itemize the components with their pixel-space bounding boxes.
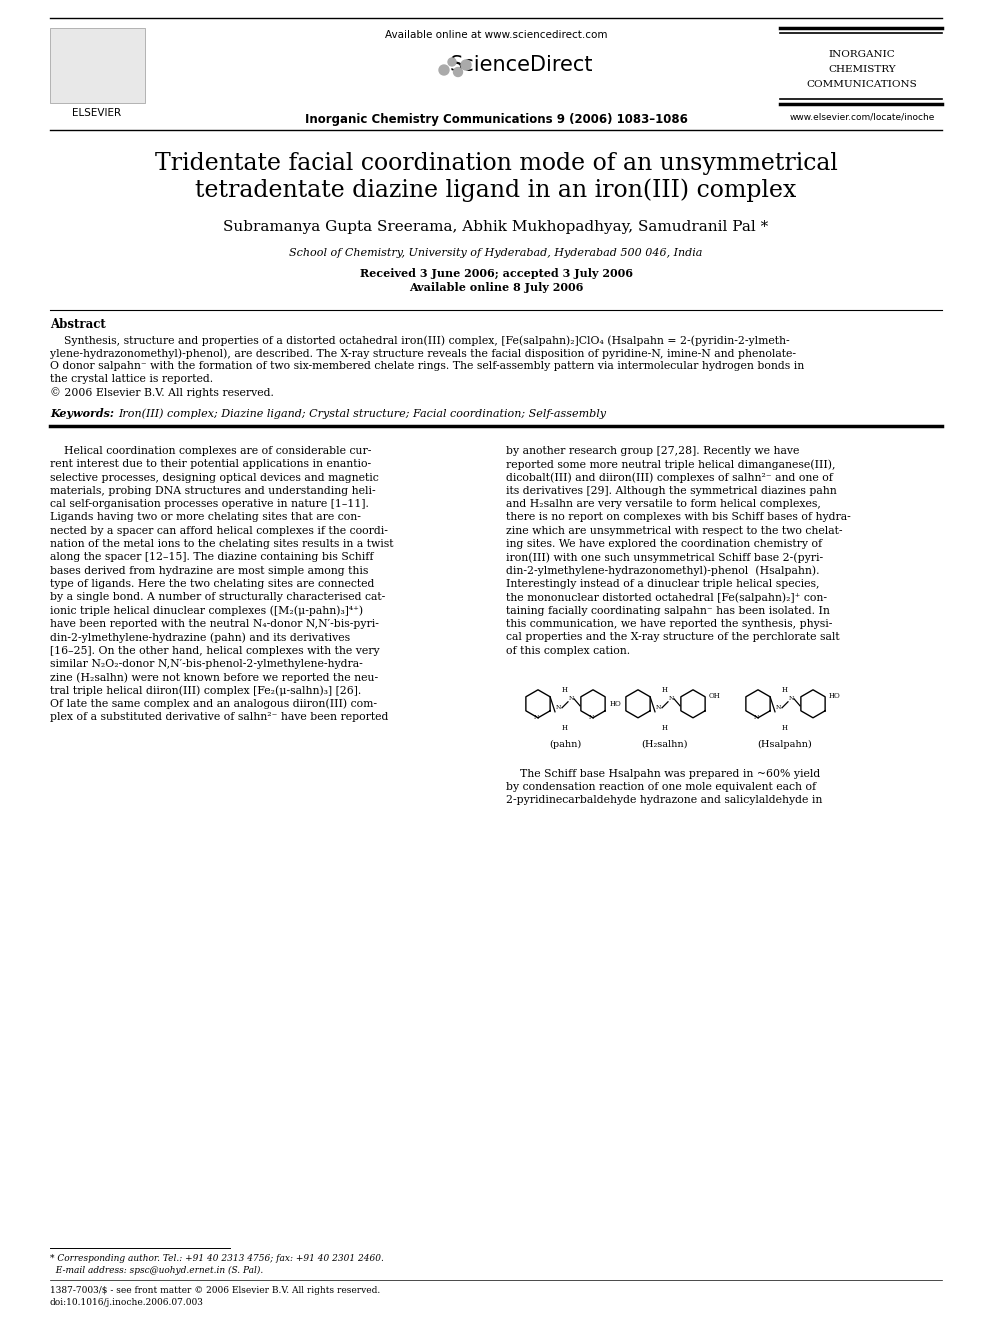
Text: by condensation reaction of one mole equivalent each of: by condensation reaction of one mole equ… <box>506 782 816 792</box>
Text: by a single bond. A number of structurally characterised cat-: by a single bond. A number of structural… <box>50 593 385 602</box>
Text: there is no report on complexes with bis Schiff bases of hydra-: there is no report on complexes with bis… <box>506 512 851 523</box>
Text: zine which are unsymmetrical with respect to the two chelat-: zine which are unsymmetrical with respec… <box>506 525 842 536</box>
Text: cal self-organisation processes operative in nature [1–11].: cal self-organisation processes operativ… <box>50 499 369 509</box>
Text: dicobalt(III) and diiron(III) complexes of salhn²⁻ and one of: dicobalt(III) and diiron(III) complexes … <box>506 472 833 483</box>
Text: Received 3 June 2006; accepted 3 July 2006: Received 3 June 2006; accepted 3 July 20… <box>359 269 633 279</box>
Text: and H₂salhn are very versatile to form helical complexes,: and H₂salhn are very versatile to form h… <box>506 499 820 509</box>
Text: Interestingly instead of a dinuclear triple helical species,: Interestingly instead of a dinuclear tri… <box>506 579 819 589</box>
Text: along the spacer [12–15]. The diazine containing bis Schiff: along the spacer [12–15]. The diazine co… <box>50 553 374 562</box>
Text: H: H <box>662 724 668 732</box>
Text: H: H <box>562 724 568 732</box>
Text: tral triple helical diiron(III) complex [Fe₂(μ-salhn)₃] [26].: tral triple helical diiron(III) complex … <box>50 685 361 696</box>
Text: Abstract: Abstract <box>50 318 106 331</box>
Text: have been reported with the neutral N₄-donor N,N′-bis-pyri-: have been reported with the neutral N₄-d… <box>50 619 379 628</box>
Circle shape <box>439 65 449 75</box>
Text: ELSEVIER: ELSEVIER <box>72 108 122 118</box>
Text: cal properties and the X-ray structure of the perchlorate salt: cal properties and the X-ray structure o… <box>506 632 839 642</box>
Text: O donor salpahn⁻ with the formation of two six-membered chelate rings. The self-: O donor salpahn⁻ with the formation of t… <box>50 361 805 370</box>
Text: din-2-ylmethylene-hydrazine (pahn) and its derivatives: din-2-ylmethylene-hydrazine (pahn) and i… <box>50 632 350 643</box>
Text: similar N₂O₂-donor N,N′-bis-phenol-2-ylmethylene-hydra-: similar N₂O₂-donor N,N′-bis-phenol-2-ylm… <box>50 659 363 669</box>
Text: Available online at www.sciencedirect.com: Available online at www.sciencedirect.co… <box>385 30 607 40</box>
Text: ScienceDirect: ScienceDirect <box>450 56 593 75</box>
Text: type of ligands. Here the two chelating sites are connected: type of ligands. Here the two chelating … <box>50 579 374 589</box>
Circle shape <box>453 67 462 77</box>
Text: School of Chemistry, University of Hyderabad, Hyderabad 500 046, India: School of Chemistry, University of Hyder… <box>290 247 702 258</box>
Text: N: N <box>556 705 560 710</box>
Text: nation of the metal ions to the chelating sites results in a twist: nation of the metal ions to the chelatin… <box>50 538 394 549</box>
Text: zine (H₂salhn) were not known before we reported the neu-: zine (H₂salhn) were not known before we … <box>50 672 378 683</box>
Text: N: N <box>669 696 674 701</box>
Text: iron(III) with one such unsymmetrical Schiff base 2-(pyri-: iron(III) with one such unsymmetrical Sc… <box>506 553 823 564</box>
Text: doi:10.1016/j.inoche.2006.07.003: doi:10.1016/j.inoche.2006.07.003 <box>50 1298 204 1307</box>
Text: tetradentate diazine ligand in an iron(III) complex: tetradentate diazine ligand in an iron(I… <box>195 179 797 201</box>
Text: The Schiff base Hsalpahn was prepared in ~60% yield: The Schiff base Hsalpahn was prepared in… <box>506 769 820 779</box>
Text: COMMUNICATIONS: COMMUNICATIONS <box>806 79 918 89</box>
Text: 1387-7003/$ - see front matter © 2006 Elsevier B.V. All rights reserved.: 1387-7003/$ - see front matter © 2006 El… <box>50 1286 380 1295</box>
Text: N: N <box>534 716 539 720</box>
Bar <box>50 28 145 103</box>
Text: Inorganic Chemistry Communications 9 (2006) 1083–1086: Inorganic Chemistry Communications 9 (20… <box>305 112 687 126</box>
Text: din-2-ylmethylene-hydrazonomethyl)-phenol  (Hsalpahn).: din-2-ylmethylene-hydrazonomethyl)-pheno… <box>506 566 819 577</box>
Text: N: N <box>656 705 661 710</box>
Text: (pahn): (pahn) <box>549 740 581 749</box>
Text: Ligands having two or more chelating sites that are con-: Ligands having two or more chelating sit… <box>50 512 361 523</box>
Text: H: H <box>782 724 788 732</box>
Text: (H₂salhn): (H₂salhn) <box>642 740 688 749</box>
Text: by another research group [27,28]. Recently we have: by another research group [27,28]. Recen… <box>506 446 800 456</box>
Text: H: H <box>662 685 668 693</box>
Text: www.elsevier.com/locate/inoche: www.elsevier.com/locate/inoche <box>790 112 934 120</box>
Text: H: H <box>562 685 568 693</box>
Text: of this complex cation.: of this complex cation. <box>506 646 630 655</box>
Text: Of late the same complex and an analogous diiron(III) com-: Of late the same complex and an analogou… <box>50 699 377 709</box>
Text: INORGANIC: INORGANIC <box>828 50 896 60</box>
Text: the mononuclear distorted octahedral [Fe(salpahn)₂]⁺ con-: the mononuclear distorted octahedral [Fe… <box>506 593 827 603</box>
Text: N: N <box>588 716 593 720</box>
Text: selective processes, designing optical devices and magnetic: selective processes, designing optical d… <box>50 472 379 483</box>
Text: rent interest due to their potential applications in enantio-: rent interest due to their potential app… <box>50 459 371 470</box>
Text: 2-pyridinecarbaldehyde hydrazone and salicylaldehyde in: 2-pyridinecarbaldehyde hydrazone and sal… <box>506 795 822 806</box>
Circle shape <box>461 60 471 70</box>
Text: (Hsalpahn): (Hsalpahn) <box>758 740 812 749</box>
Text: [16–25]. On the other hand, helical complexes with the very: [16–25]. On the other hand, helical comp… <box>50 646 380 655</box>
Text: N: N <box>753 716 759 720</box>
Text: bases derived from hydrazine are most simple among this: bases derived from hydrazine are most si… <box>50 566 368 576</box>
Text: reported some more neutral triple helical dimanganese(III),: reported some more neutral triple helica… <box>506 459 835 470</box>
Text: Iron(III) complex; Diazine ligand; Crystal structure; Facial coordination; Self-: Iron(III) complex; Diazine ligand; Cryst… <box>118 407 606 418</box>
Text: Synthesis, structure and properties of a distorted octahedral iron(III) complex,: Synthesis, structure and properties of a… <box>50 335 790 345</box>
Text: the crystal lattice is reported.: the crystal lattice is reported. <box>50 374 213 384</box>
Text: N: N <box>789 696 794 701</box>
Text: taining facially coordinating salpahn⁻ has been isolated. In: taining facially coordinating salpahn⁻ h… <box>506 606 830 615</box>
Text: OH: OH <box>709 692 721 700</box>
Text: Keywords:: Keywords: <box>50 407 114 419</box>
Text: Helical coordination complexes are of considerable cur-: Helical coordination complexes are of co… <box>50 446 371 456</box>
Text: plex of a substituted derivative of salhn²⁻ have been reported: plex of a substituted derivative of salh… <box>50 712 389 722</box>
Text: ing sites. We have explored the coordination chemistry of: ing sites. We have explored the coordina… <box>506 538 822 549</box>
Text: its derivatives [29]. Although the symmetrical diazines pahn: its derivatives [29]. Although the symme… <box>506 486 836 496</box>
Text: Available online 8 July 2006: Available online 8 July 2006 <box>409 282 583 292</box>
Text: HO: HO <box>609 700 621 708</box>
Text: N: N <box>568 696 573 701</box>
Text: E-mail address: spsc@uohyd.ernet.in (S. Pal).: E-mail address: spsc@uohyd.ernet.in (S. … <box>50 1266 263 1275</box>
Text: this communication, we have reported the synthesis, physi-: this communication, we have reported the… <box>506 619 832 628</box>
Text: N: N <box>776 705 781 710</box>
Text: Tridentate facial coordination mode of an unsymmetrical: Tridentate facial coordination mode of a… <box>155 152 837 175</box>
Text: © 2006 Elsevier B.V. All rights reserved.: © 2006 Elsevier B.V. All rights reserved… <box>50 388 274 398</box>
Text: CHEMISTRY: CHEMISTRY <box>828 65 896 74</box>
Text: HO: HO <box>829 692 841 700</box>
Text: materials, probing DNA structures and understanding heli-: materials, probing DNA structures and un… <box>50 486 376 496</box>
Text: Subramanya Gupta Sreerama, Abhik Mukhopadhyay, Samudranil Pal *: Subramanya Gupta Sreerama, Abhik Mukhopa… <box>223 220 769 234</box>
Text: H: H <box>782 685 788 693</box>
Text: ylene-hydrazonomethyl)-phenol), are described. The X-ray structure reveals the f: ylene-hydrazonomethyl)-phenol), are desc… <box>50 348 796 359</box>
Text: ionic triple helical dinuclear complexes ([M₂(μ-pahn)₃]⁴⁺): ionic triple helical dinuclear complexes… <box>50 606 363 617</box>
Text: * Corresponding author. Tel.: +91 40 2313 4756; fax: +91 40 2301 2460.: * Corresponding author. Tel.: +91 40 231… <box>50 1254 384 1263</box>
Circle shape <box>448 58 456 66</box>
Text: nected by a spacer can afford helical complexes if the coordi-: nected by a spacer can afford helical co… <box>50 525 388 536</box>
